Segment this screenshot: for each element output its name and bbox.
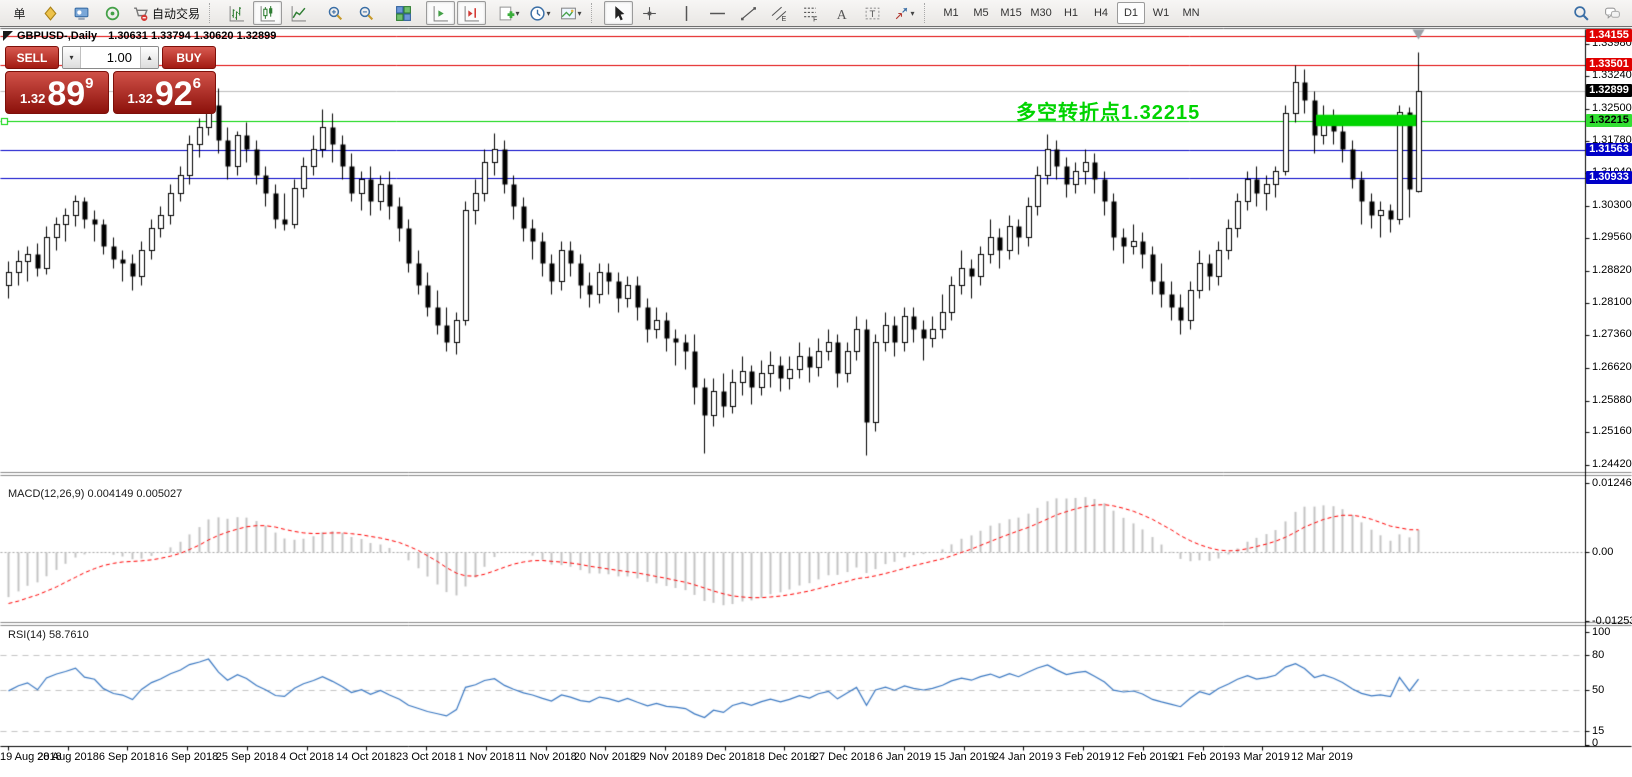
chevron-down-icon[interactable]: ▾ (515, 8, 520, 18)
zoom-in-icon (327, 5, 344, 22)
zoom-out-icon (358, 5, 375, 22)
chat-icon (1604, 5, 1621, 22)
timeframe-m1-button[interactable]: M1 (943, 7, 959, 19)
chart-candles-button[interactable] (253, 1, 283, 25)
svg-text:A: A (837, 6, 847, 21)
market-watch-button[interactable] (36, 1, 65, 25)
crosshair-icon (641, 5, 658, 22)
buy-price-prefix: 1.32 (127, 91, 153, 106)
svg-text:T: T (870, 9, 876, 20)
new-order-button[interactable]: 单 (13, 6, 26, 21)
sell-price-prefix: 1.32 (20, 91, 46, 106)
timeframe-m30-button[interactable]: M30 (1030, 7, 1052, 19)
crosshair-button[interactable] (635, 1, 664, 25)
indicators-button[interactable]: ▾ (494, 1, 523, 25)
chat-button[interactable] (1598, 1, 1627, 25)
tile-windows-button[interactable] (389, 1, 418, 25)
timeframe-w1-button[interactable]: W1 (1152, 7, 1170, 19)
buy-price-tile[interactable]: 1.32 92 6 (112, 71, 216, 114)
toolbar-right-group (1566, 1, 1628, 25)
toolbar-separator (591, 3, 599, 23)
text-icon: A (833, 5, 850, 22)
channel-button[interactable]: E (765, 1, 794, 25)
label-icon: T (864, 5, 881, 22)
toolbar: 单 自动交易 ▾ ▾ ▾ E F A T ▾ M1 M5 M15 M30 H1 H4 D1 W1 MN (0, 0, 1632, 27)
auto-scroll-icon (432, 5, 449, 22)
chart-bars-icon (228, 5, 245, 22)
templates-button[interactable]: ▾ (556, 1, 585, 25)
sell-price-tile[interactable]: 1.32 89 9 (5, 71, 109, 114)
cursor-icon (610, 5, 627, 22)
vline-button[interactable] (672, 1, 701, 25)
fibonacci-icon: F (802, 5, 819, 22)
chart-shift-button[interactable] (457, 1, 487, 25)
arrows-button[interactable]: ▾ (889, 1, 918, 25)
chart-line-icon (290, 5, 307, 22)
sell-price-sup: 9 (85, 75, 94, 92)
toolbar-separator (924, 3, 932, 23)
volume-input[interactable]: 1.00 (106, 50, 132, 65)
sell-price-big: 89 (47, 74, 86, 113)
metaeditor-icon (73, 5, 90, 22)
trendline-button[interactable] (734, 1, 763, 25)
search-button[interactable] (1567, 1, 1596, 25)
label-button[interactable]: T (858, 1, 887, 25)
timeframe-d1-button[interactable]: D1 (1117, 2, 1146, 24)
hline-icon (709, 5, 726, 22)
indicators-icon (498, 5, 515, 22)
timeframe-m5-button[interactable]: M5 (973, 7, 989, 19)
buy-price-big: 92 (154, 74, 193, 113)
chevron-down-icon[interactable]: ▾ (546, 8, 551, 18)
autotrading-icon (132, 5, 149, 22)
chart-shift-icon (463, 5, 480, 22)
arrows-icon (893, 5, 910, 22)
periods-button[interactable]: ▾ (525, 1, 554, 25)
one-click-collapse-icon[interactable] (3, 31, 13, 41)
chart-line-button[interactable] (284, 1, 313, 25)
sell-button[interactable]: SELL (5, 46, 59, 69)
chart-candles-icon (259, 5, 276, 22)
cursor-button[interactable] (604, 1, 634, 25)
one-click-trading-panel: SELL ▾ 1.00 ▴ BUY 1.32 89 9 1.32 92 6 (5, 46, 216, 114)
trendline-icon (740, 5, 757, 22)
signals-button[interactable] (98, 1, 127, 25)
timeframe-h4-button[interactable]: H4 (1093, 7, 1109, 19)
timeframe-h1-button[interactable]: H1 (1063, 7, 1079, 19)
zoom-in-button[interactable] (321, 1, 350, 25)
market-watch-icon (42, 5, 59, 22)
auto-scroll-button[interactable] (426, 1, 456, 25)
toolbar-separator (209, 3, 217, 23)
svg-text:E: E (782, 15, 787, 21)
autotrading-button[interactable]: 自动交易 (129, 1, 203, 25)
metaeditor-button[interactable] (67, 1, 96, 25)
zoom-out-button[interactable] (352, 1, 381, 25)
search-icon (1573, 5, 1590, 22)
volume-stepper: ▾ 1.00 ▴ (62, 46, 159, 69)
vline-icon (678, 5, 695, 22)
periods-icon (529, 5, 546, 22)
templates-icon (560, 5, 577, 22)
timeframe-m15-button[interactable]: M15 (1000, 7, 1022, 19)
hline-button[interactable] (703, 1, 732, 25)
svg-text:F: F (813, 16, 817, 22)
volume-increase-button[interactable]: ▴ (140, 47, 158, 68)
buy-price-sup: 6 (192, 75, 201, 92)
text-button[interactable]: A (827, 1, 856, 25)
chart-bars-button[interactable] (222, 1, 251, 25)
channel-icon: E (771, 5, 788, 22)
buy-button[interactable]: BUY (162, 46, 216, 69)
chevron-down-icon[interactable]: ▾ (910, 8, 915, 18)
signals-icon (104, 5, 121, 22)
timeframe-mn-button[interactable]: MN (1182, 7, 1200, 19)
autotrading-label: 自动交易 (152, 6, 201, 21)
volume-decrease-button[interactable]: ▾ (63, 47, 81, 68)
fibonacci-button[interactable]: F (796, 1, 825, 25)
tile-windows-icon (395, 5, 412, 22)
chevron-down-icon[interactable]: ▾ (577, 8, 582, 18)
